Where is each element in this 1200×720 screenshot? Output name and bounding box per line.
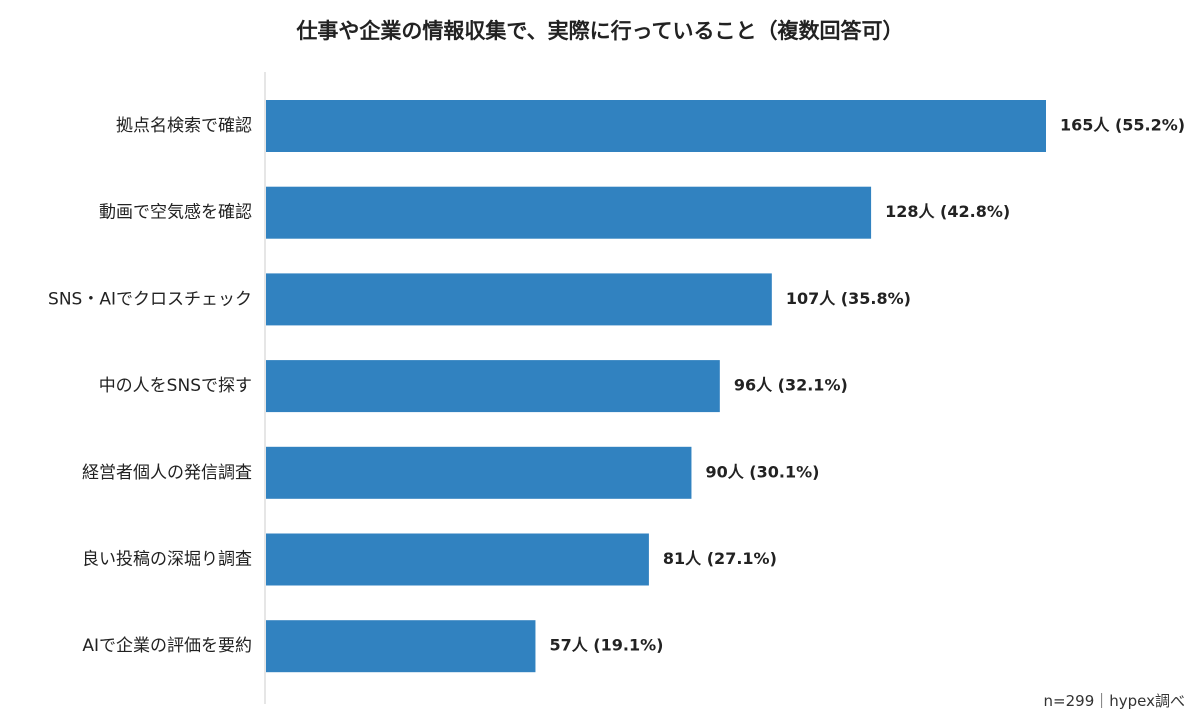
category-label: 拠点名検索で確認 xyxy=(116,116,252,136)
bar xyxy=(266,360,720,413)
bar xyxy=(266,186,872,239)
data-label: 165人 (55.2%) xyxy=(1060,116,1185,135)
data-label: 128人 (42.8%) xyxy=(885,202,1010,221)
bar xyxy=(266,620,536,673)
category-label: AIで企業の評価を要約 xyxy=(82,636,252,656)
data-label: 57人 (19.1%) xyxy=(549,636,663,655)
category-label: 良い投稿の深堀り調査 xyxy=(82,550,252,570)
bar xyxy=(266,446,692,499)
category-label: 動画で空気感を確認 xyxy=(99,203,252,223)
category-label: 中の人をSNSで探す xyxy=(99,376,252,396)
data-label: 96人 (32.1%) xyxy=(734,376,848,395)
chart-footnote: n=299｜hypex調べ xyxy=(1044,692,1185,710)
bar xyxy=(266,273,772,326)
category-label: SNS・AIでクロスチェック xyxy=(48,289,252,309)
bar xyxy=(266,533,649,586)
data-label: 90人 (30.1%) xyxy=(705,462,819,481)
bars-layer: 拠点名検索で確認 165人 (55.2%) 動画で空気感を確認 128人 (42.8%… xyxy=(48,100,1185,673)
chart-title: 仕事や企業の情報収集で、実際に行っていること（複数回答可） xyxy=(295,19,903,43)
bar xyxy=(266,100,1046,152)
category-label: 経営者個人の発信調査 xyxy=(82,463,252,483)
data-label: 107人 (35.8%) xyxy=(786,289,911,308)
data-label: 81人 (27.1%) xyxy=(663,549,777,568)
